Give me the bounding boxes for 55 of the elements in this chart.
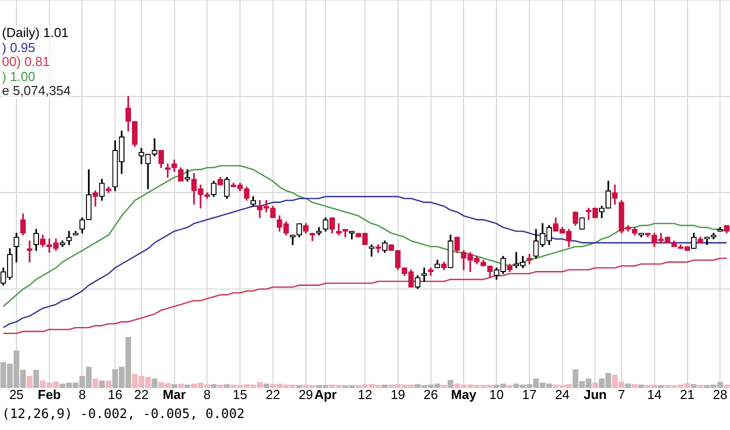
x-tick-label: 15	[232, 386, 248, 402]
bar	[224, 384, 230, 388]
bar	[264, 384, 270, 388]
bar	[382, 384, 388, 388]
bar	[691, 384, 697, 388]
x-tick-label: 28	[712, 386, 728, 402]
bar	[152, 378, 158, 388]
x-tick-label: 7	[618, 386, 626, 402]
bar	[171, 384, 178, 388]
bar	[448, 380, 454, 388]
bar	[184, 384, 190, 388]
x-tick-label: 21	[680, 386, 694, 402]
bar	[33, 370, 39, 388]
text: ) 1.00	[2, 68, 36, 84]
x-tick-label: Jun	[584, 386, 607, 402]
x-tick-label: 25	[9, 386, 24, 402]
bar	[92, 378, 98, 388]
bar	[658, 385, 664, 388]
bar	[698, 385, 704, 388]
x-tick-label: 8	[78, 386, 86, 402]
x-tick-label: 29	[298, 386, 314, 402]
bar	[441, 385, 447, 388]
bar	[26, 376, 32, 388]
text: e 5,074,354	[2, 83, 71, 98]
x-tick-label: 8	[204, 386, 211, 402]
x-tick-label: 19	[390, 386, 406, 402]
bar	[178, 384, 184, 388]
x-tick-label: Mar	[162, 386, 186, 402]
x-tick-label: 10	[489, 386, 504, 402]
x-tick-label: May	[451, 386, 478, 402]
text: ) 0.95	[2, 40, 36, 55]
bar	[506, 385, 513, 388]
x-tick-label: 16	[108, 386, 122, 402]
bar	[625, 384, 631, 388]
bar	[296, 385, 302, 388]
x-tick-label: 22	[266, 386, 280, 402]
bar	[106, 380, 112, 388]
bar	[632, 384, 638, 388]
x-tick-label: 26	[424, 386, 438, 402]
x-tick-label: 22	[134, 386, 149, 402]
chart-title: (Daily) 1.01	[2, 25, 70, 40]
x-tick-label: Feb	[38, 386, 61, 402]
x-tick-label: 24	[555, 386, 570, 402]
bar	[638, 384, 644, 388]
x-tick-label: 17	[522, 386, 537, 402]
x-tick-label: 12	[358, 386, 372, 402]
x-tick-label: Apr	[314, 386, 337, 402]
text: (12,26,9) -0.002, -0.005, 0.002	[2, 407, 245, 422]
bar	[217, 384, 224, 388]
bar	[724, 384, 730, 388]
bar	[210, 384, 217, 388]
text: 00) 0.81	[2, 54, 51, 70]
bar	[99, 380, 105, 388]
x-tick-label: 14	[647, 386, 662, 402]
bar	[592, 382, 598, 388]
